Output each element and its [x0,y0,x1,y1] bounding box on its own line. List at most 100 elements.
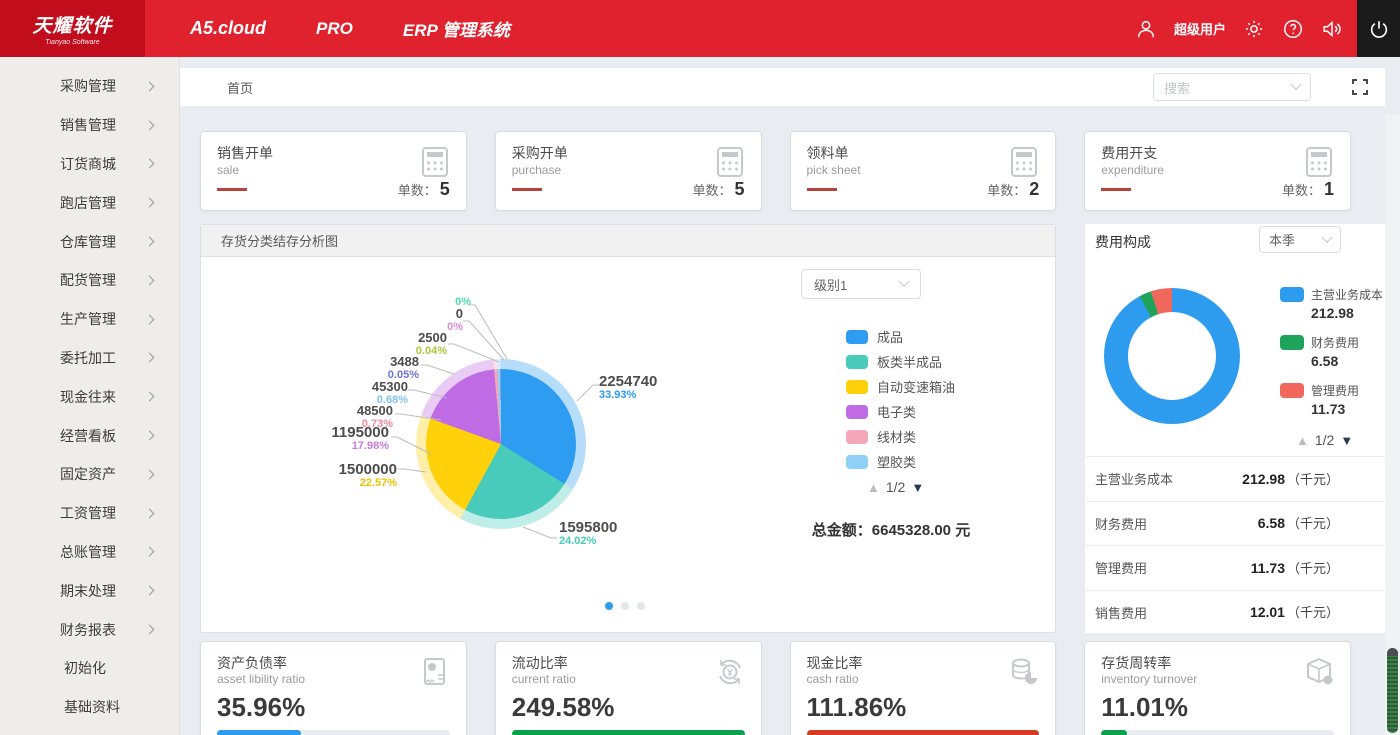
ratio-card-current-ratio[interactable]: 流动比率 current ratio 249.58% [494,641,762,735]
sidebar-item-store-visit[interactable]: 跑店管理 [0,183,179,222]
legend-label: 财务费用 [1311,336,1360,350]
carousel-dot-active[interactable] [605,602,613,610]
legend-item[interactable]: 自动变速箱油 [846,377,955,396]
sidebar-item-order-mall[interactable]: 订货商城 [0,145,179,184]
ratio-value: 11.01% [1101,692,1188,722]
legend-item[interactable]: 线材类 [846,427,955,446]
legend-item[interactable]: 主营业务成本 212.98 [1280,286,1383,321]
sidebar-item-cash-flow[interactable]: 现金往来 [0,377,179,416]
sidebar-item-warehouse-mgmt[interactable]: 仓库管理 [0,222,179,261]
pie-label-pct: 0.04% [415,345,447,357]
sidebar-item-general-ledger[interactable]: 总账管理 [0,533,179,572]
sidebar-item-label: 销售管理 [60,117,116,134]
settings-gear-icon[interactable] [1243,18,1265,40]
sidebar-item-label: 跑店管理 [60,194,116,211]
expense-row-value: 11.73 [1250,559,1285,576]
sidebar-item-label: 总账管理 [60,543,116,560]
vertical-scrollbar[interactable] [1385,115,1400,735]
legend-swatch [1280,287,1304,302]
legend-item[interactable]: 成品 [846,327,955,346]
ratio-card-cash-ratio[interactable]: 现金比率 cash ratio 111.86% [789,641,1057,735]
sidebar-item-period-end[interactable]: 期末处理 [0,571,179,610]
ratio-card-asset-liability[interactable]: 资产负债率 asset libility ratio 35.96% [200,641,467,735]
sidebar-item-purchase-mgmt[interactable]: 采购管理 [0,67,179,106]
chevron-right-icon [144,81,155,92]
sidebar-item-label: 初始化 [64,660,106,677]
pie-label-pct: 33.93% [599,389,637,401]
legend-item[interactable]: 管理费用 11.73 [1280,382,1383,417]
calculator-icon [1306,147,1332,177]
expense-donut-chart[interactable] [1104,288,1240,424]
sidebar-item-sales-mgmt[interactable]: 销售管理 [0,106,179,145]
legend-item[interactable]: 塑胶类 [846,452,955,471]
stat-card-sale[interactable]: 销售开单 sale 单数： 5 [200,131,467,211]
ratio-progress-fill [1101,730,1127,735]
ratio-value: 111.86% [806,692,907,722]
pie-label: 1195000 17.98% [259,425,389,453]
level-select[interactable]: 级别1 [801,269,921,299]
legend-swatch [846,429,868,444]
main-content: 首页 搜索 销售开单 sale 单数： 5 采购开单 purchase [180,57,1400,735]
chevron-right-icon [144,353,155,363]
stat-card-pick-sheet[interactable]: 领料单 pick sheet 单数： 2 [789,131,1057,211]
pager-up-icon[interactable]: ▲ [867,479,880,495]
search-input[interactable]: 搜索 [1153,73,1311,101]
tab-home[interactable]: 首页 [227,80,254,96]
expense-row-unit: （千元） [1286,560,1339,576]
period-select[interactable]: 本季 [1259,226,1341,253]
ratio-card-inventory-turnover[interactable]: 存货周转率 inventory turnover 11.01% [1084,641,1351,735]
scrollbar-thumb[interactable] [1387,648,1398,733]
inventory-pie-chart[interactable] [426,369,576,519]
fullscreen-icon[interactable] [1351,78,1369,96]
expense-row-unit: （千元） [1286,471,1339,487]
sidebar-item-business-board[interactable]: 经营看板 [0,416,179,455]
expense-row-value: 6.58 [1257,515,1285,532]
chevron-right-icon [144,508,155,519]
ratio-card-subtitle: current ratio [511,672,576,686]
legend-item[interactable]: 板类半成品 [846,352,955,371]
sidebar-item-label: 采购管理 [60,78,116,95]
pie-label-pct: 17.98% [351,440,389,452]
stat-count-value: 1 [1323,179,1334,199]
expense-row: 管理费用 11.73 （千元） [1085,545,1385,590]
carousel-dot[interactable] [637,602,645,610]
stat-card-expenditure[interactable]: 费用开支 expenditure 单数： 1 [1084,131,1351,211]
header-title: A5.cloud PRO ERP 管理系统 [190,0,510,57]
pie-label-pct: 0.05% [387,369,419,381]
stat-count-label: 单数： [692,183,732,198]
accent-dash [511,188,542,191]
pager-down-icon[interactable]: ▼ [1340,432,1354,448]
legend-item[interactable]: 电子类 [846,402,955,421]
legend-label: 电子类 [877,405,917,420]
current-user-name[interactable]: 超级用户 [1173,22,1226,37]
pager-down-icon[interactable]: ▼ [911,479,925,495]
legend-pager: ▲ 1/2 ▼ [1296,432,1353,448]
pie-label-value: 0 [455,306,463,321]
chevron-right-icon [144,430,155,441]
stat-count-value: 5 [734,179,745,199]
sidebar-item-production-mgmt[interactable]: 生产管理 [0,300,179,339]
pager-up-icon[interactable]: ▲ [1296,432,1309,448]
inventory-cube-icon [1307,657,1333,685]
sidebar-item-distribution-mgmt[interactable]: 配货管理 [0,261,179,300]
announcement-speaker-icon[interactable] [1321,18,1343,40]
sidebar-item-fixed-assets[interactable]: 固定资产 [0,455,179,494]
legend-label: 板类半成品 [877,355,943,370]
expense-rows: 主营业务成本 212.98 （千元） 财务费用 6.58 （千元） 管理费用 11.… [1085,456,1385,634]
help-icon[interactable] [1282,18,1304,40]
sidebar-item-payroll-mgmt[interactable]: 工资管理 [0,494,179,533]
ratio-progress-track [806,730,1040,735]
legend-label: 自动变速箱油 [877,380,956,395]
legend-value: 11.73 [1311,401,1346,417]
sidebar-item-initialization[interactable]: 初始化 [0,649,179,688]
sidebar-item-financial-reports[interactable]: 财务报表 [0,610,179,649]
sidebar-item-base-data[interactable]: 基础资料 [0,688,179,727]
carousel-dot[interactable] [621,602,629,610]
legend-item[interactable]: 财务费用 6.58 [1280,334,1383,369]
user-icon[interactable] [1135,18,1157,40]
logout-power-button[interactable] [1357,0,1400,57]
expense-row-label: 销售费用 [1095,605,1148,621]
sidebar-item-outsourcing[interactable]: 委托加工 [0,339,179,378]
sidebar-item-label: 配货管理 [60,272,116,289]
stat-card-purchase[interactable]: 采购开单 purchase 单数： 5 [494,131,762,211]
